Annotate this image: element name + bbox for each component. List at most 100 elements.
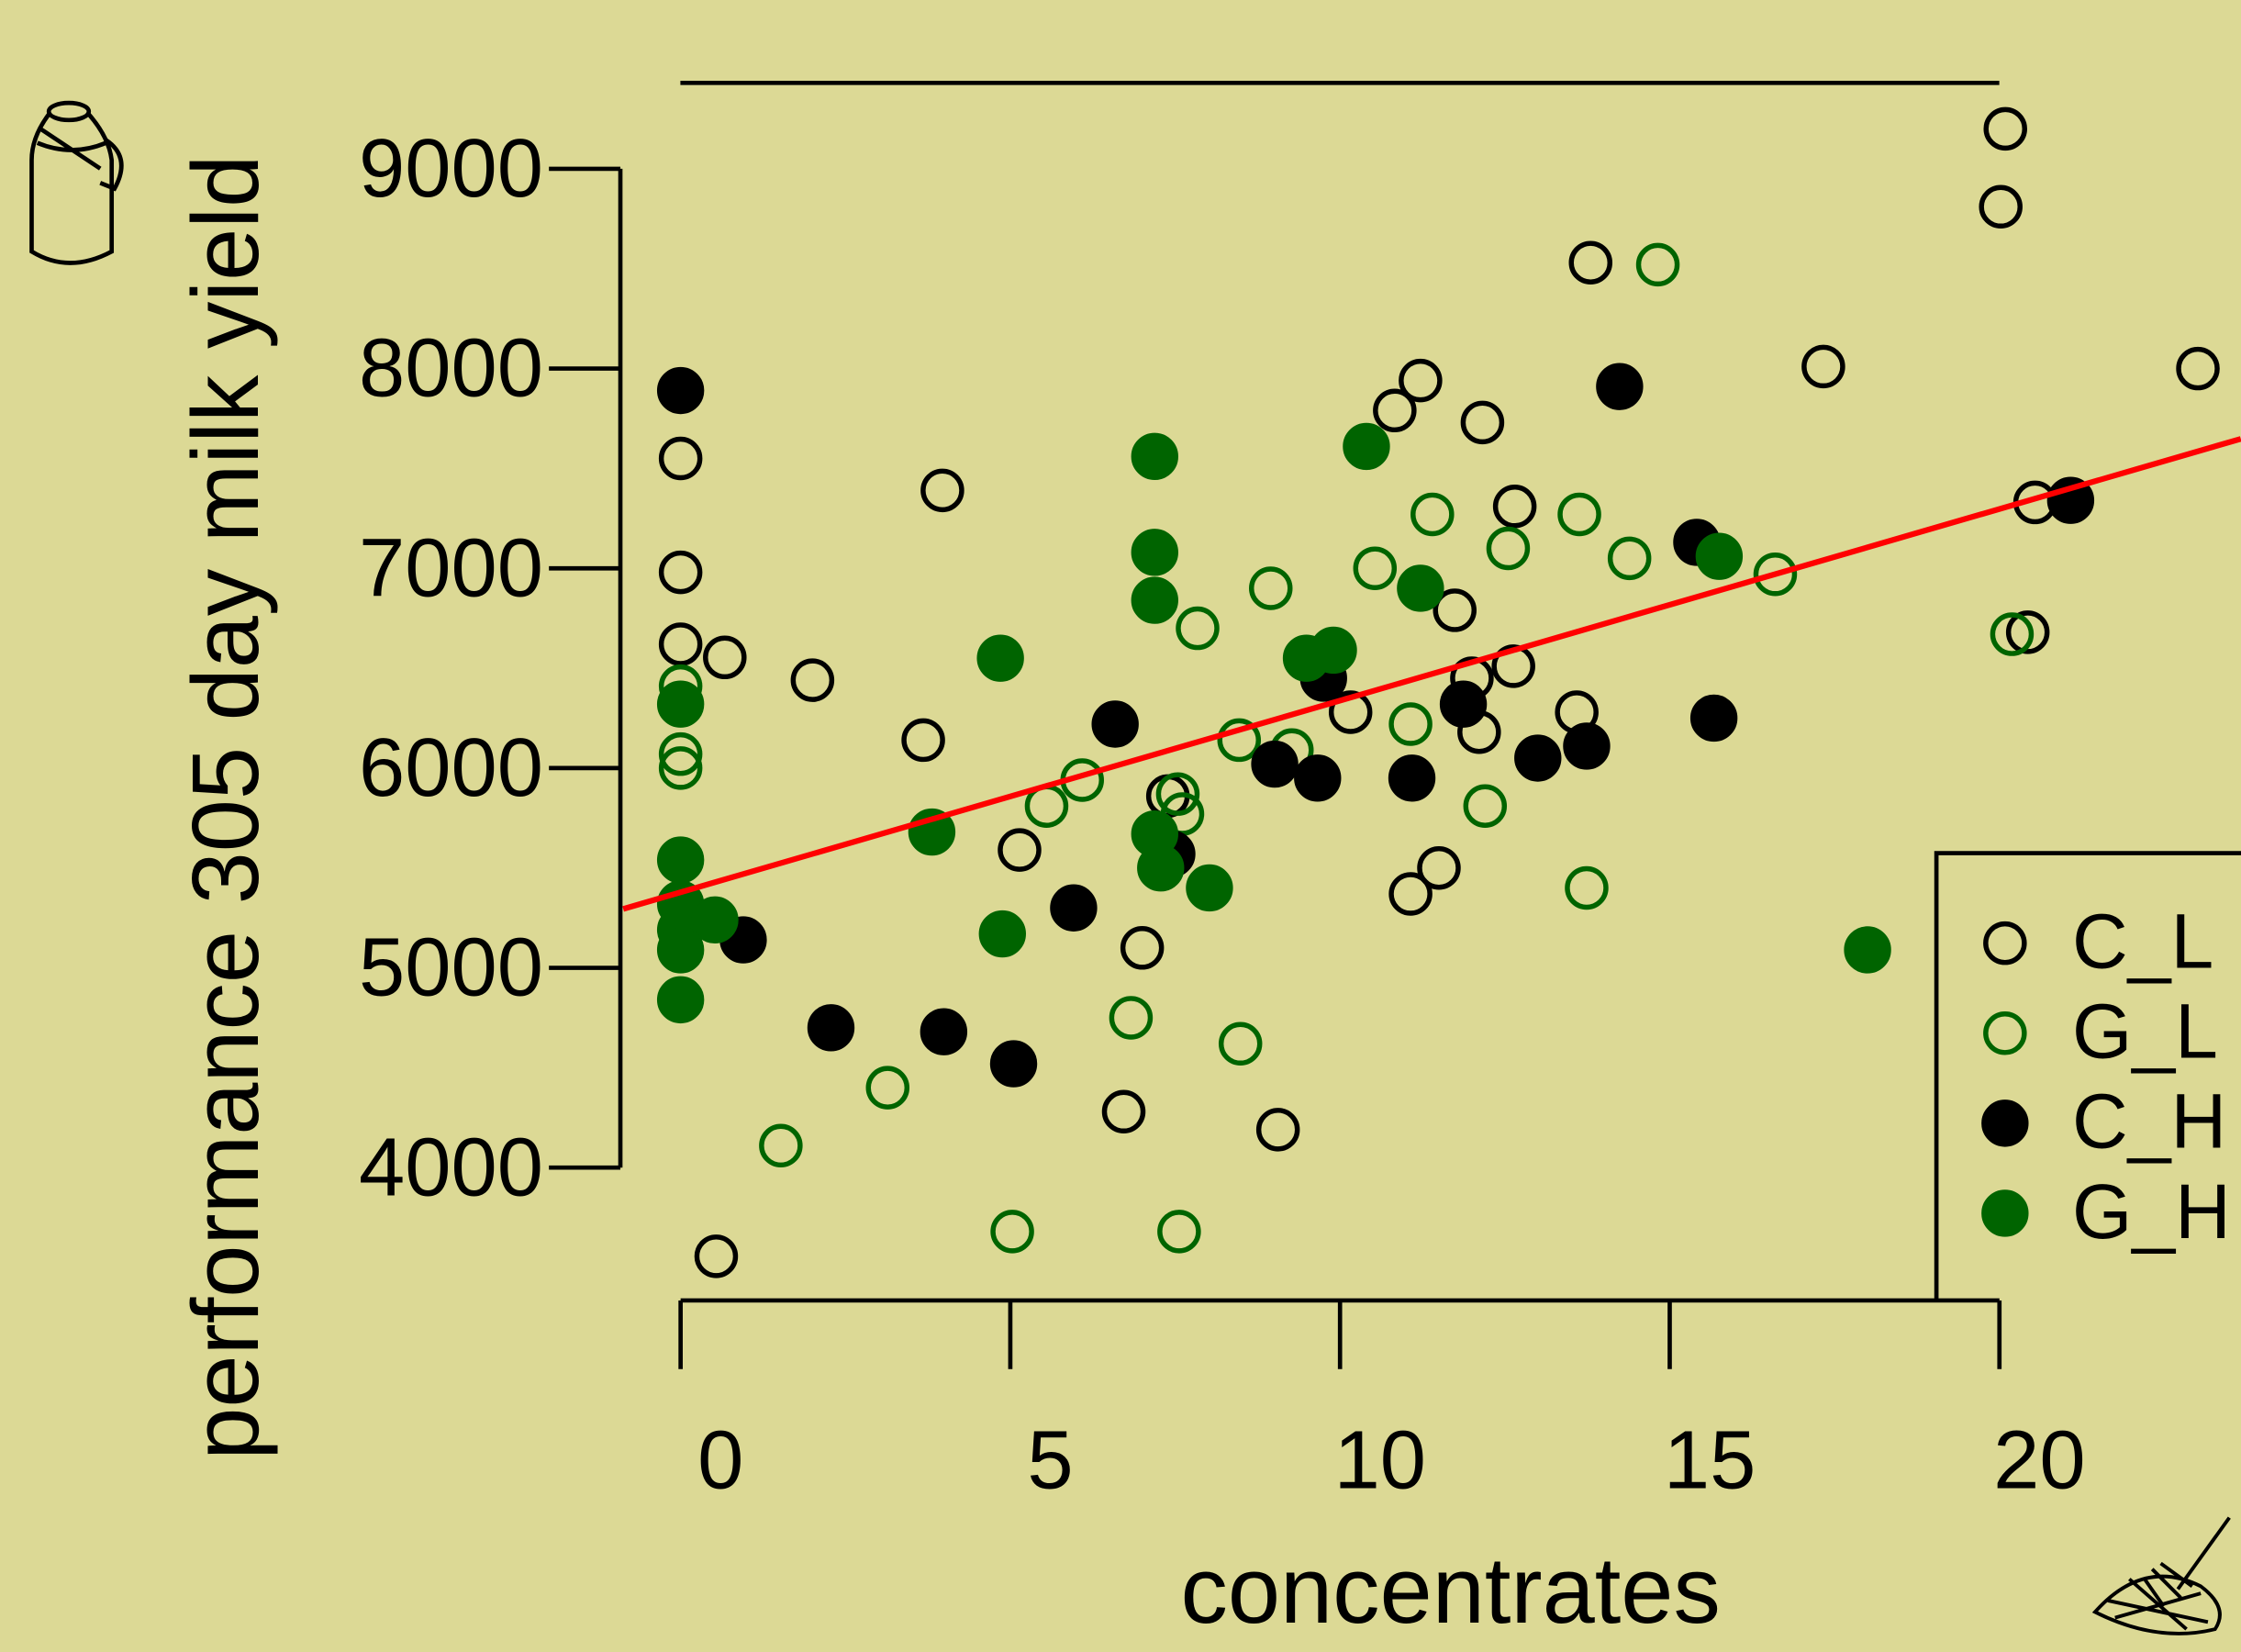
- legend-label: C_H: [2072, 1078, 2226, 1165]
- data-point: [807, 1004, 855, 1052]
- data-point: [1460, 400, 1505, 445]
- data-point: [1607, 536, 1652, 581]
- data-point: [1218, 1021, 1263, 1066]
- data-point: [920, 1008, 968, 1055]
- data-point: [1294, 754, 1342, 802]
- data-point: [1514, 734, 1562, 782]
- data-point: [1492, 485, 1537, 529]
- legend-label: G_L: [2072, 988, 2218, 1075]
- x-tick-label: 20: [1993, 1413, 2085, 1506]
- data-point: [1373, 388, 1417, 433]
- data-point: [1101, 1089, 1146, 1134]
- data-point: [976, 634, 1024, 682]
- data-point: [658, 436, 703, 481]
- data-point: [1155, 772, 1200, 816]
- data-point: [1689, 694, 1738, 742]
- data-point: [998, 828, 1042, 872]
- y-tick-label: 5000: [359, 921, 543, 1014]
- data-point: [1310, 626, 1357, 675]
- legend-label: G_H: [2072, 1168, 2231, 1255]
- y-tick-label: 8000: [359, 322, 543, 415]
- data-point: [1251, 740, 1299, 788]
- data-point: [1388, 702, 1433, 746]
- data-point: [1137, 844, 1185, 892]
- data-point: [1568, 240, 1613, 285]
- data-point: [1176, 606, 1220, 651]
- x-tick-label: 10: [1334, 1413, 1426, 1506]
- legend-marker: [1983, 921, 2027, 966]
- milk-can-icon: [29, 100, 124, 265]
- data-point: [1439, 680, 1488, 728]
- y-tick-label: 6000: [359, 721, 543, 814]
- legend-label: C_L: [2072, 899, 2213, 985]
- data-point: [1410, 492, 1455, 537]
- legend-marker: [1983, 1011, 2027, 1055]
- data-point: [1695, 532, 1744, 580]
- data-point: [920, 468, 964, 513]
- legend-box: [1934, 851, 2241, 1300]
- data-point: [691, 896, 739, 944]
- data-point: [978, 910, 1026, 958]
- y-tick-label: 4000: [359, 1121, 543, 1213]
- data-point: [1979, 184, 2023, 229]
- data-point: [1249, 566, 1293, 610]
- data-point: [1131, 576, 1178, 624]
- y-axis-label: performance 305 day milk yield: [173, 155, 278, 1460]
- data-point: [1557, 492, 1601, 537]
- x-tick-label: 0: [697, 1413, 743, 1506]
- data-point: [1399, 358, 1443, 403]
- data-point: [1433, 588, 1477, 632]
- data-point: [1635, 242, 1680, 287]
- data-point: [1491, 644, 1535, 688]
- data-point: [989, 1040, 1038, 1088]
- data-point: [1753, 553, 1798, 597]
- data-point: [1131, 529, 1178, 576]
- fit-line: [622, 436, 2241, 912]
- data-point: [1131, 432, 1178, 481]
- data-point: [656, 680, 705, 728]
- x-tick-label: 15: [1664, 1413, 1756, 1506]
- data-point: [2005, 610, 2050, 654]
- data-point: [865, 1066, 910, 1110]
- data-point: [1388, 754, 1436, 802]
- data-point: [1343, 422, 1390, 471]
- data-point: [2176, 346, 2220, 391]
- hay-fork-icon: [2091, 1516, 2231, 1635]
- y-tick-label: 9000: [359, 122, 543, 215]
- data-point: [656, 366, 705, 415]
- data-point: [1120, 926, 1165, 970]
- data-point: [658, 731, 703, 776]
- data-point: [1563, 722, 1611, 770]
- legend-marker: [1981, 1189, 2029, 1237]
- data-point: [1990, 612, 2035, 656]
- data-point: [658, 550, 703, 595]
- data-point: [1463, 784, 1508, 828]
- data-point: [658, 622, 703, 666]
- data-point: [1596, 363, 1644, 410]
- data-point: [1388, 872, 1433, 916]
- data-point: [658, 746, 703, 790]
- y-tick-label: 7000: [359, 521, 543, 614]
- data-point: [656, 976, 705, 1024]
- data-point: [1486, 526, 1531, 571]
- x-tick-label: 5: [1027, 1413, 1073, 1506]
- data-point: [1565, 865, 1609, 910]
- data-point: [990, 1210, 1034, 1254]
- data-point: [1417, 845, 1461, 890]
- data-point: [656, 926, 705, 974]
- data-point: [1255, 1108, 1300, 1152]
- data-point: [1217, 718, 1262, 763]
- data-point: [656, 836, 705, 884]
- data-point: [703, 635, 747, 680]
- data-point: [1157, 1210, 1201, 1254]
- data-point: [1091, 700, 1139, 748]
- data-point: [1844, 926, 1891, 974]
- data-point: [1983, 106, 2027, 151]
- data-point: [1801, 344, 1845, 389]
- data-point: [759, 1123, 803, 1168]
- data-point: [1397, 564, 1444, 612]
- x-axis-label: concentrates: [1181, 1537, 1721, 1643]
